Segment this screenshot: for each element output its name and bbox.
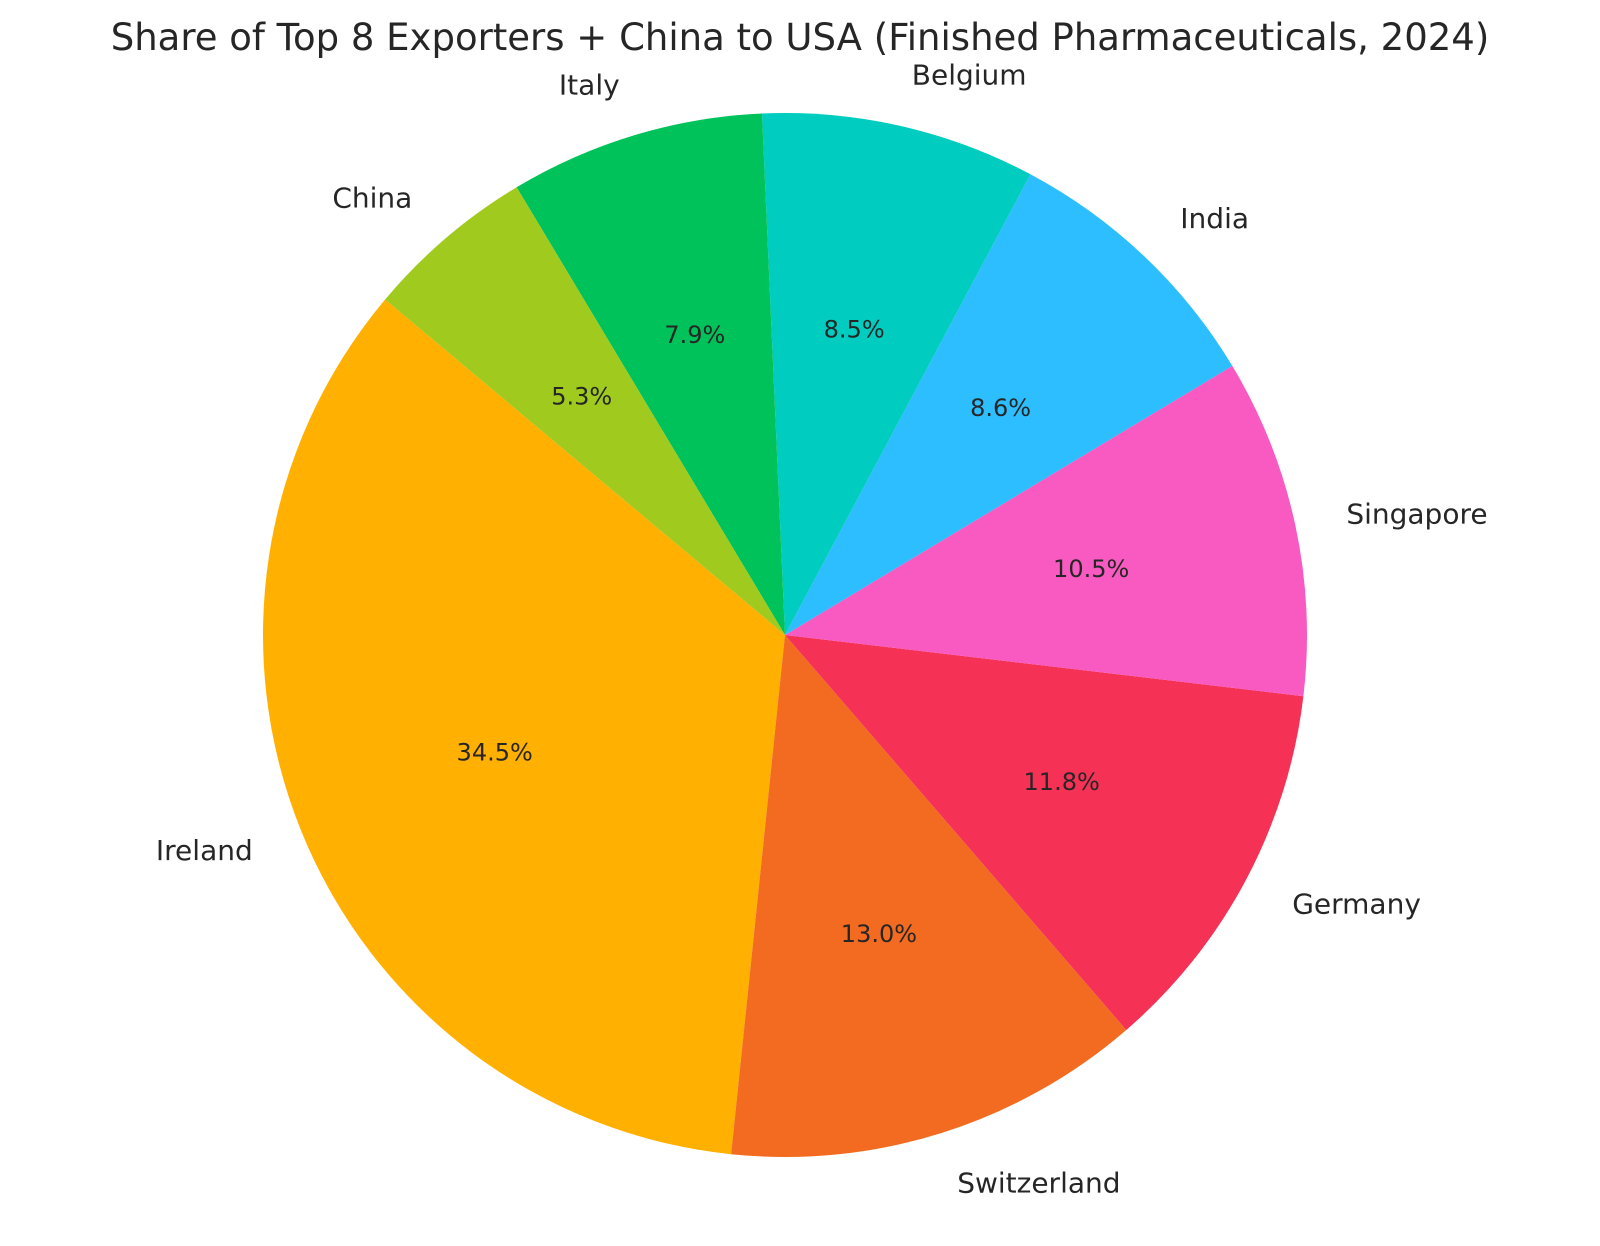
pct-label-belgium: 8.5% <box>824 316 885 344</box>
pct-label-germany: 11.8% <box>1024 768 1100 796</box>
slice-label-germany: Germany <box>1292 888 1421 921</box>
slice-label-italy: Italy <box>559 69 620 102</box>
pct-label-switzerland: 13.0% <box>841 920 917 948</box>
pie-slice-belgium <box>761 113 1031 635</box>
pie-slice-india <box>785 174 1233 635</box>
slice-label-switzerland: Switzerland <box>957 1166 1120 1199</box>
pct-label-india: 8.6% <box>970 394 1031 422</box>
slice-label-belgium: Belgium <box>912 58 1027 91</box>
slice-label-india: India <box>1180 202 1249 235</box>
pie-slice-germany <box>785 635 1304 1030</box>
pct-label-china: 5.3% <box>551 383 612 411</box>
pie-slice-ireland <box>263 299 786 1155</box>
pie-slice-china <box>385 187 785 635</box>
slice-label-singapore: Singapore <box>1346 498 1487 531</box>
slice-label-china: China <box>332 182 412 215</box>
pie-slice-italy <box>516 113 785 635</box>
pie-slice-switzerland <box>731 635 1127 1157</box>
pct-label-singapore: 10.5% <box>1053 555 1129 583</box>
pie-slices <box>263 113 1307 1157</box>
pie-labels: Ireland 34.5% Switzerland 13.0% Germany 11.8%… <box>156 58 1488 1199</box>
pie-slice-singapore <box>785 365 1307 697</box>
pct-label-italy: 7.9% <box>664 321 725 349</box>
pct-label-ireland: 34.5% <box>457 739 533 767</box>
slice-label-ireland: Ireland <box>156 834 253 867</box>
chart-title: Share of Top 8 Exporters + China to USA … <box>111 16 1490 59</box>
